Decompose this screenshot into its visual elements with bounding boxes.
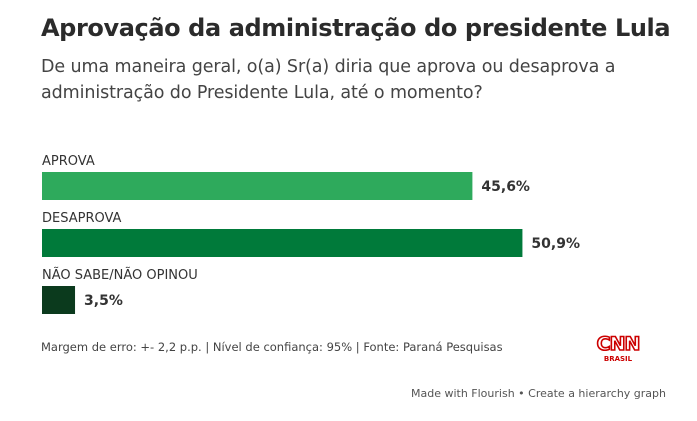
logo-brasil-text: BRASIL — [604, 355, 633, 363]
bar[interactable] — [42, 172, 473, 200]
value-label: 50,9% — [531, 236, 580, 252]
flourish-credit-link[interactable]: Made with Flourish • Create a hierarchy … — [410, 387, 666, 400]
chart-title: Aprovação da administração do presidente… — [41, 14, 671, 42]
category-label: DESAPROVA — [42, 211, 122, 226]
bar[interactable] — [42, 286, 76, 314]
category-label: APROVA — [42, 154, 95, 169]
cnn-brasil-logo: CNN BRASIL — [596, 332, 641, 363]
value-label: 3,5% — [84, 293, 123, 309]
value-label: 45,6% — [481, 179, 530, 195]
source-footnote: Margem de erro: +- 2,2 p.p. | Nível de c… — [41, 340, 503, 354]
category-label: NÃO SABE/NÃO OPINOU — [42, 267, 198, 283]
bar[interactable] — [42, 229, 523, 257]
chart-subtitle: De uma maneira geral, o(a) Sr(a) diria q… — [41, 57, 616, 103]
bar-chart: APROVA 45,6% DESAPROVA 50,9% NÃO SABE/NÃO OP… — [42, 154, 580, 314]
logo-cnn-text: CNN — [597, 333, 640, 355]
